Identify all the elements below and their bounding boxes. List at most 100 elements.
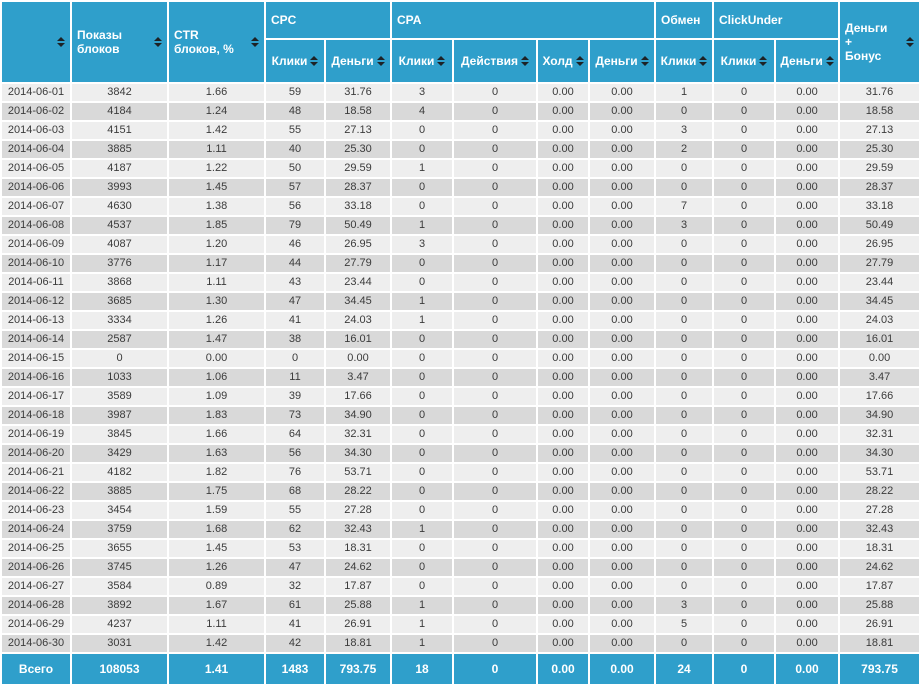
cell-cpc-clicks: 32 [266, 578, 324, 595]
cell-money-bonus: 53.71 [840, 464, 920, 481]
cell-exchange-clicks: 2 [656, 141, 713, 158]
cell-cpa-actions: 0 [454, 84, 536, 101]
cell-clickunder-money: 0.00 [776, 179, 839, 196]
cell-money-bonus: 28.37 [840, 179, 920, 196]
cell-exchange-clicks: 0 [656, 369, 713, 386]
cell-clickunder-money: 0.00 [776, 236, 839, 253]
cell-clickunder-clicks: 0 [714, 502, 775, 519]
cell-cpc-clicks: 55 [266, 502, 324, 519]
cell-clickunder-money: 0.00 [776, 483, 839, 500]
cell-cpa-clicks: 0 [392, 540, 452, 557]
cell-cpa-clicks: 0 [392, 407, 452, 424]
header-cpa-money[interactable]: Деньги [590, 40, 655, 82]
cell-date: 2014-06-21 [2, 464, 70, 481]
cell-date: 2014-06-04 [2, 141, 70, 158]
cell-clickunder-money: 0.00 [776, 388, 839, 405]
cell-ctr: 0.89 [169, 578, 264, 595]
cell-money-bonus: 18.31 [840, 540, 920, 557]
cell-impressions: 2587 [72, 331, 167, 348]
cell-cpa-money: 0.00 [590, 483, 655, 500]
header-cpa-actions[interactable]: Действия [454, 40, 536, 82]
cell-cpa-actions: 0 [454, 122, 536, 139]
cell-cpc-clicks: 11 [266, 369, 324, 386]
cell-cpa-actions: 0 [454, 312, 536, 329]
cell-cpc-clicks: 79 [266, 217, 324, 234]
cpa-clicks-label: Клики [398, 54, 435, 68]
cell-impressions: 3655 [72, 540, 167, 557]
cell-clickunder-clicks: 0 [714, 198, 775, 215]
cell-impressions: 4187 [72, 160, 167, 177]
cell-cpc-money: 34.30 [326, 445, 390, 462]
header-cpc-money[interactable]: Деньги [326, 40, 390, 82]
cell-money-bonus: 18.58 [840, 103, 920, 120]
cell-money-bonus: 32.31 [840, 426, 920, 443]
cell-cpa-hold: 0.00 [538, 141, 588, 158]
cell-clickunder-clicks: 0 [714, 521, 775, 538]
cell-cpc-clicks: 40 [266, 141, 324, 158]
cell-cpc-money: 33.18 [326, 198, 390, 215]
cell-cpc-clicks: 57 [266, 179, 324, 196]
cell-cpa-actions: 0 [454, 198, 536, 215]
cell-money-bonus: 25.88 [840, 597, 920, 614]
sort-icon [376, 56, 385, 66]
cell-money-bonus: 34.30 [840, 445, 920, 462]
cell-cpa-clicks: 1 [392, 616, 452, 633]
cell-money-bonus: 27.79 [840, 255, 920, 272]
header-cpa-hold[interactable]: Холд [538, 40, 588, 82]
cell-impressions: 4151 [72, 122, 167, 139]
cell-cpa-money: 0.00 [590, 179, 655, 196]
cell-clickunder-money: 0.00 [776, 635, 839, 652]
group-clickunder-label: ClickUnder [719, 13, 783, 27]
cell-exchange-clicks: 0 [656, 635, 713, 652]
cell-cpa-money: 0.00 [590, 445, 655, 462]
cell-cpc-money: 29.59 [326, 160, 390, 177]
table-row: 2014-06-15 0 0.00 0 0.00 0 0 0.00 0.00 0 0 0.00 0.00 [2, 350, 920, 367]
cell-clickunder-clicks: 0 [714, 426, 775, 443]
cell-cpc-money: 28.37 [326, 179, 390, 196]
cell-cpa-money: 0.00 [590, 350, 655, 367]
header-cpc-clicks[interactable]: Клики [266, 40, 324, 82]
cell-impressions: 3885 [72, 483, 167, 500]
cell-cpa-hold: 0.00 [538, 255, 588, 272]
cell-impressions: 3685 [72, 293, 167, 310]
cell-date: 2014-06-27 [2, 578, 70, 595]
cell-cpc-clicks: 76 [266, 464, 324, 481]
cell-exchange-clicks: 0 [656, 236, 713, 253]
cell-cpa-money: 0.00 [590, 388, 655, 405]
cell-date: 2014-06-05 [2, 160, 70, 177]
header-money-bonus[interactable]: Деньги + Бонус [840, 2, 920, 82]
cell-cpa-money: 0.00 [590, 198, 655, 215]
cell-exchange-clicks: 0 [656, 483, 713, 500]
cell-date: 2014-06-26 [2, 559, 70, 576]
header-date[interactable] [2, 2, 70, 82]
cell-cpa-clicks: 1 [392, 217, 452, 234]
cell-cpc-clicks: 39 [266, 388, 324, 405]
cell-cpc-money: 16.01 [326, 331, 390, 348]
cell-cpa-hold: 0.00 [538, 84, 588, 101]
header-clickunder-clicks[interactable]: Клики [714, 40, 775, 82]
cell-ctr: 1.75 [169, 483, 264, 500]
cell-cpa-money: 0.00 [590, 103, 655, 120]
cell-ctr: 1.68 [169, 521, 264, 538]
cell-clickunder-clicks: 0 [714, 464, 775, 481]
cell-cpc-clicks: 47 [266, 293, 324, 310]
cell-cpc-clicks: 41 [266, 616, 324, 633]
header-clickunder-money[interactable]: Деньги [776, 40, 839, 82]
header-ctr[interactable]: CTR блоков, % [169, 2, 264, 82]
cell-cpa-money: 0.00 [590, 369, 655, 386]
table-row: 2014-06-12 3685 1.30 47 34.45 1 0 0.00 0.00 0 0 0.0… [2, 293, 920, 310]
cell-impressions: 3842 [72, 84, 167, 101]
cell-cpa-actions: 0 [454, 616, 536, 633]
cell-clickunder-clicks: 0 [714, 141, 775, 158]
cell-cpa-actions: 0 [454, 160, 536, 177]
cell-impressions: 3031 [72, 635, 167, 652]
cell-cpa-actions: 0 [454, 445, 536, 462]
cell-cpc-clicks: 73 [266, 407, 324, 424]
cell-date: 2014-06-23 [2, 502, 70, 519]
header-cpa-clicks[interactable]: Клики [392, 40, 452, 82]
header-exchange-clicks[interactable]: Клики [656, 40, 713, 82]
header-impressions[interactable]: Показы блоков [72, 2, 167, 82]
cell-cpa-hold: 0.00 [538, 122, 588, 139]
exchange-clicks-label: Клики [660, 54, 697, 68]
